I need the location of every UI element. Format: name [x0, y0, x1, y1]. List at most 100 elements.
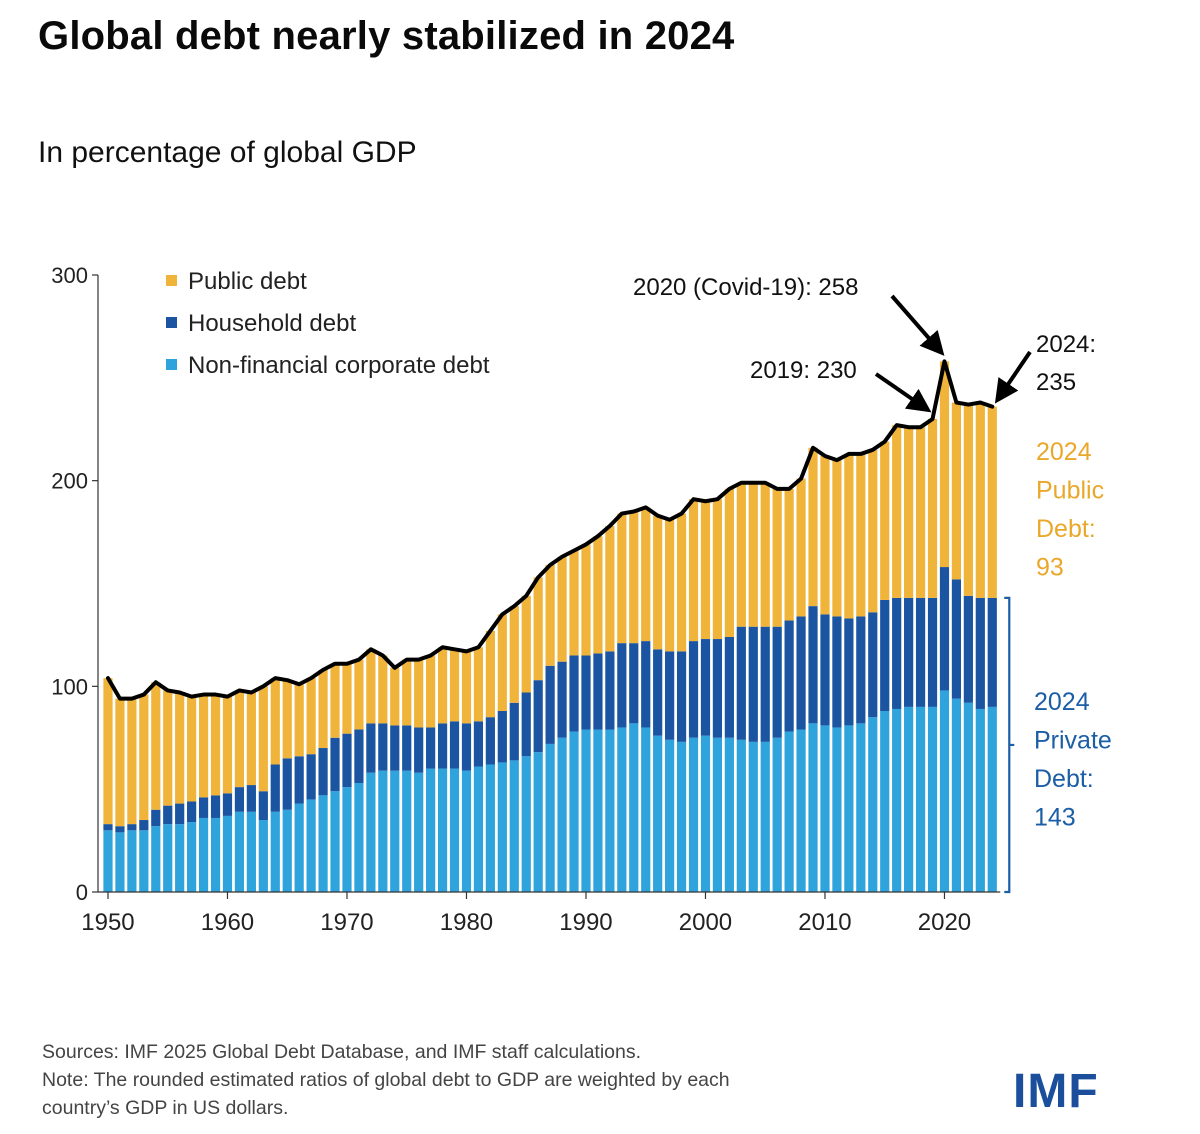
bar-corporate-1968	[318, 795, 328, 892]
bar-household-2000	[700, 639, 711, 736]
bar-household-1960	[222, 793, 233, 816]
y-tick-label-0: 0	[76, 880, 88, 905]
bar-public-2004	[748, 482, 758, 627]
bar-public-2011	[832, 460, 842, 617]
bar-corporate-1985	[521, 756, 531, 892]
bar-public-1961	[234, 690, 245, 788]
total-debt-line	[105, 359, 995, 701]
bar-public-1968	[318, 669, 328, 749]
bar-corporate-1955	[163, 824, 173, 892]
bar-corporate-1974	[390, 770, 400, 892]
bar-corporate-1989	[569, 731, 579, 892]
bar-household-1973	[378, 723, 388, 771]
bar-household-1957	[187, 801, 197, 823]
bar-public-1993	[617, 513, 627, 644]
bar-corporate-2009	[808, 723, 818, 892]
bar-household-1985	[521, 692, 531, 757]
bar-corporate-2018	[915, 706, 926, 892]
bar-public-2009	[808, 447, 818, 607]
bar-household-2009	[808, 606, 818, 724]
bar-corporate-2024	[987, 706, 997, 892]
bar-corporate-2021	[951, 698, 962, 892]
bar-public-2024	[987, 406, 997, 598]
bar-household-1963	[258, 791, 268, 821]
bar-household-2014	[868, 612, 878, 718]
bar-corporate-1977	[426, 768, 436, 892]
bar-public-2020	[939, 361, 950, 568]
bar-corporate-1960	[222, 815, 233, 892]
bar-public-2007	[784, 488, 794, 621]
bar-corporate-1963	[258, 820, 268, 892]
bar-public-2013	[856, 453, 866, 617]
bar-public-2008	[796, 478, 806, 617]
bar-corporate-2015	[880, 711, 890, 892]
bar-household-1998	[676, 651, 687, 742]
bar-corporate-1996	[653, 735, 663, 892]
bar-corporate-1970	[342, 787, 352, 892]
x-tick-label-1970: 1970	[320, 909, 373, 936]
annotation-2024-label: 2024:	[1036, 331, 1096, 358]
legend-label-public: Public debt	[188, 268, 307, 295]
annotation-private-debt-line-0: 2024	[1034, 688, 1090, 716]
private-debt-bracket	[1004, 596, 1015, 894]
y-tick-label-300: 300	[51, 263, 88, 288]
bar-corporate-1950	[103, 830, 113, 892]
bar-household-1981	[473, 721, 484, 767]
bar-household-1968	[318, 748, 328, 796]
bar-public-1952	[127, 698, 137, 825]
bar-public-1959	[210, 694, 221, 796]
bar-public-2021	[951, 402, 962, 580]
bar-corporate-2014	[868, 717, 878, 892]
bar-corporate-1972	[366, 772, 376, 892]
bar-public-2003	[736, 482, 746, 627]
bar-household-1996	[653, 649, 663, 736]
bar-public-1976	[414, 659, 424, 728]
bar-household-1966	[294, 756, 304, 804]
bar-household-1950	[103, 824, 113, 831]
bar-corporate-1952	[127, 830, 137, 892]
bar-public-1974	[390, 667, 400, 726]
bar-household-2018	[915, 597, 926, 707]
x-tick-label-1990: 1990	[559, 909, 612, 936]
bar-public-1983	[497, 614, 507, 712]
bar-corporate-1983	[497, 762, 507, 892]
bar-household-2023	[975, 597, 985, 709]
bar-household-1955	[163, 805, 173, 825]
bar-public-1999	[688, 499, 699, 642]
bar-public-1979	[449, 649, 460, 722]
bar-household-1969	[330, 737, 340, 792]
bar-public-1965	[282, 680, 292, 759]
bar-corporate-1964	[270, 811, 280, 892]
bar-corporate-1979	[449, 768, 460, 892]
bar-public-1995	[641, 507, 651, 642]
bar-corporate-1999	[688, 737, 699, 892]
bar-corporate-1953	[139, 830, 149, 892]
bar-household-1965	[282, 758, 292, 810]
bar-corporate-2002	[724, 737, 734, 892]
bar-corporate-1958	[198, 817, 209, 892]
bar-corporate-1998	[676, 741, 687, 892]
annotation-2024-arrow	[994, 350, 1032, 404]
bar-corporate-1975	[402, 770, 412, 892]
y-tick-label-200: 200	[51, 469, 88, 494]
bar-corporate-1988	[557, 737, 567, 892]
bar-corporate-1962	[246, 811, 256, 892]
bar-public-2018	[915, 427, 926, 598]
bar-corporate-1969	[330, 791, 340, 892]
annotation-public-debt-line-3: 93	[1036, 554, 1064, 582]
bar-public-1969	[330, 663, 340, 738]
bar-household-2020	[939, 567, 950, 691]
bar-corporate-1966	[294, 803, 304, 892]
bar-household-1987	[545, 665, 555, 744]
bar-corporate-2023	[975, 708, 985, 892]
bar-public-2019	[927, 418, 938, 598]
bar-household-2001	[712, 639, 723, 738]
bar-corporate-2000	[700, 735, 711, 892]
bar-corporate-2003	[736, 739, 746, 892]
bar-household-1971	[354, 729, 364, 783]
bar-household-1991	[593, 653, 603, 730]
bar-public-1989	[569, 550, 579, 656]
bar-public-1966	[294, 684, 304, 757]
bar-public-1988	[557, 556, 567, 662]
bar-public-1973	[378, 655, 388, 724]
